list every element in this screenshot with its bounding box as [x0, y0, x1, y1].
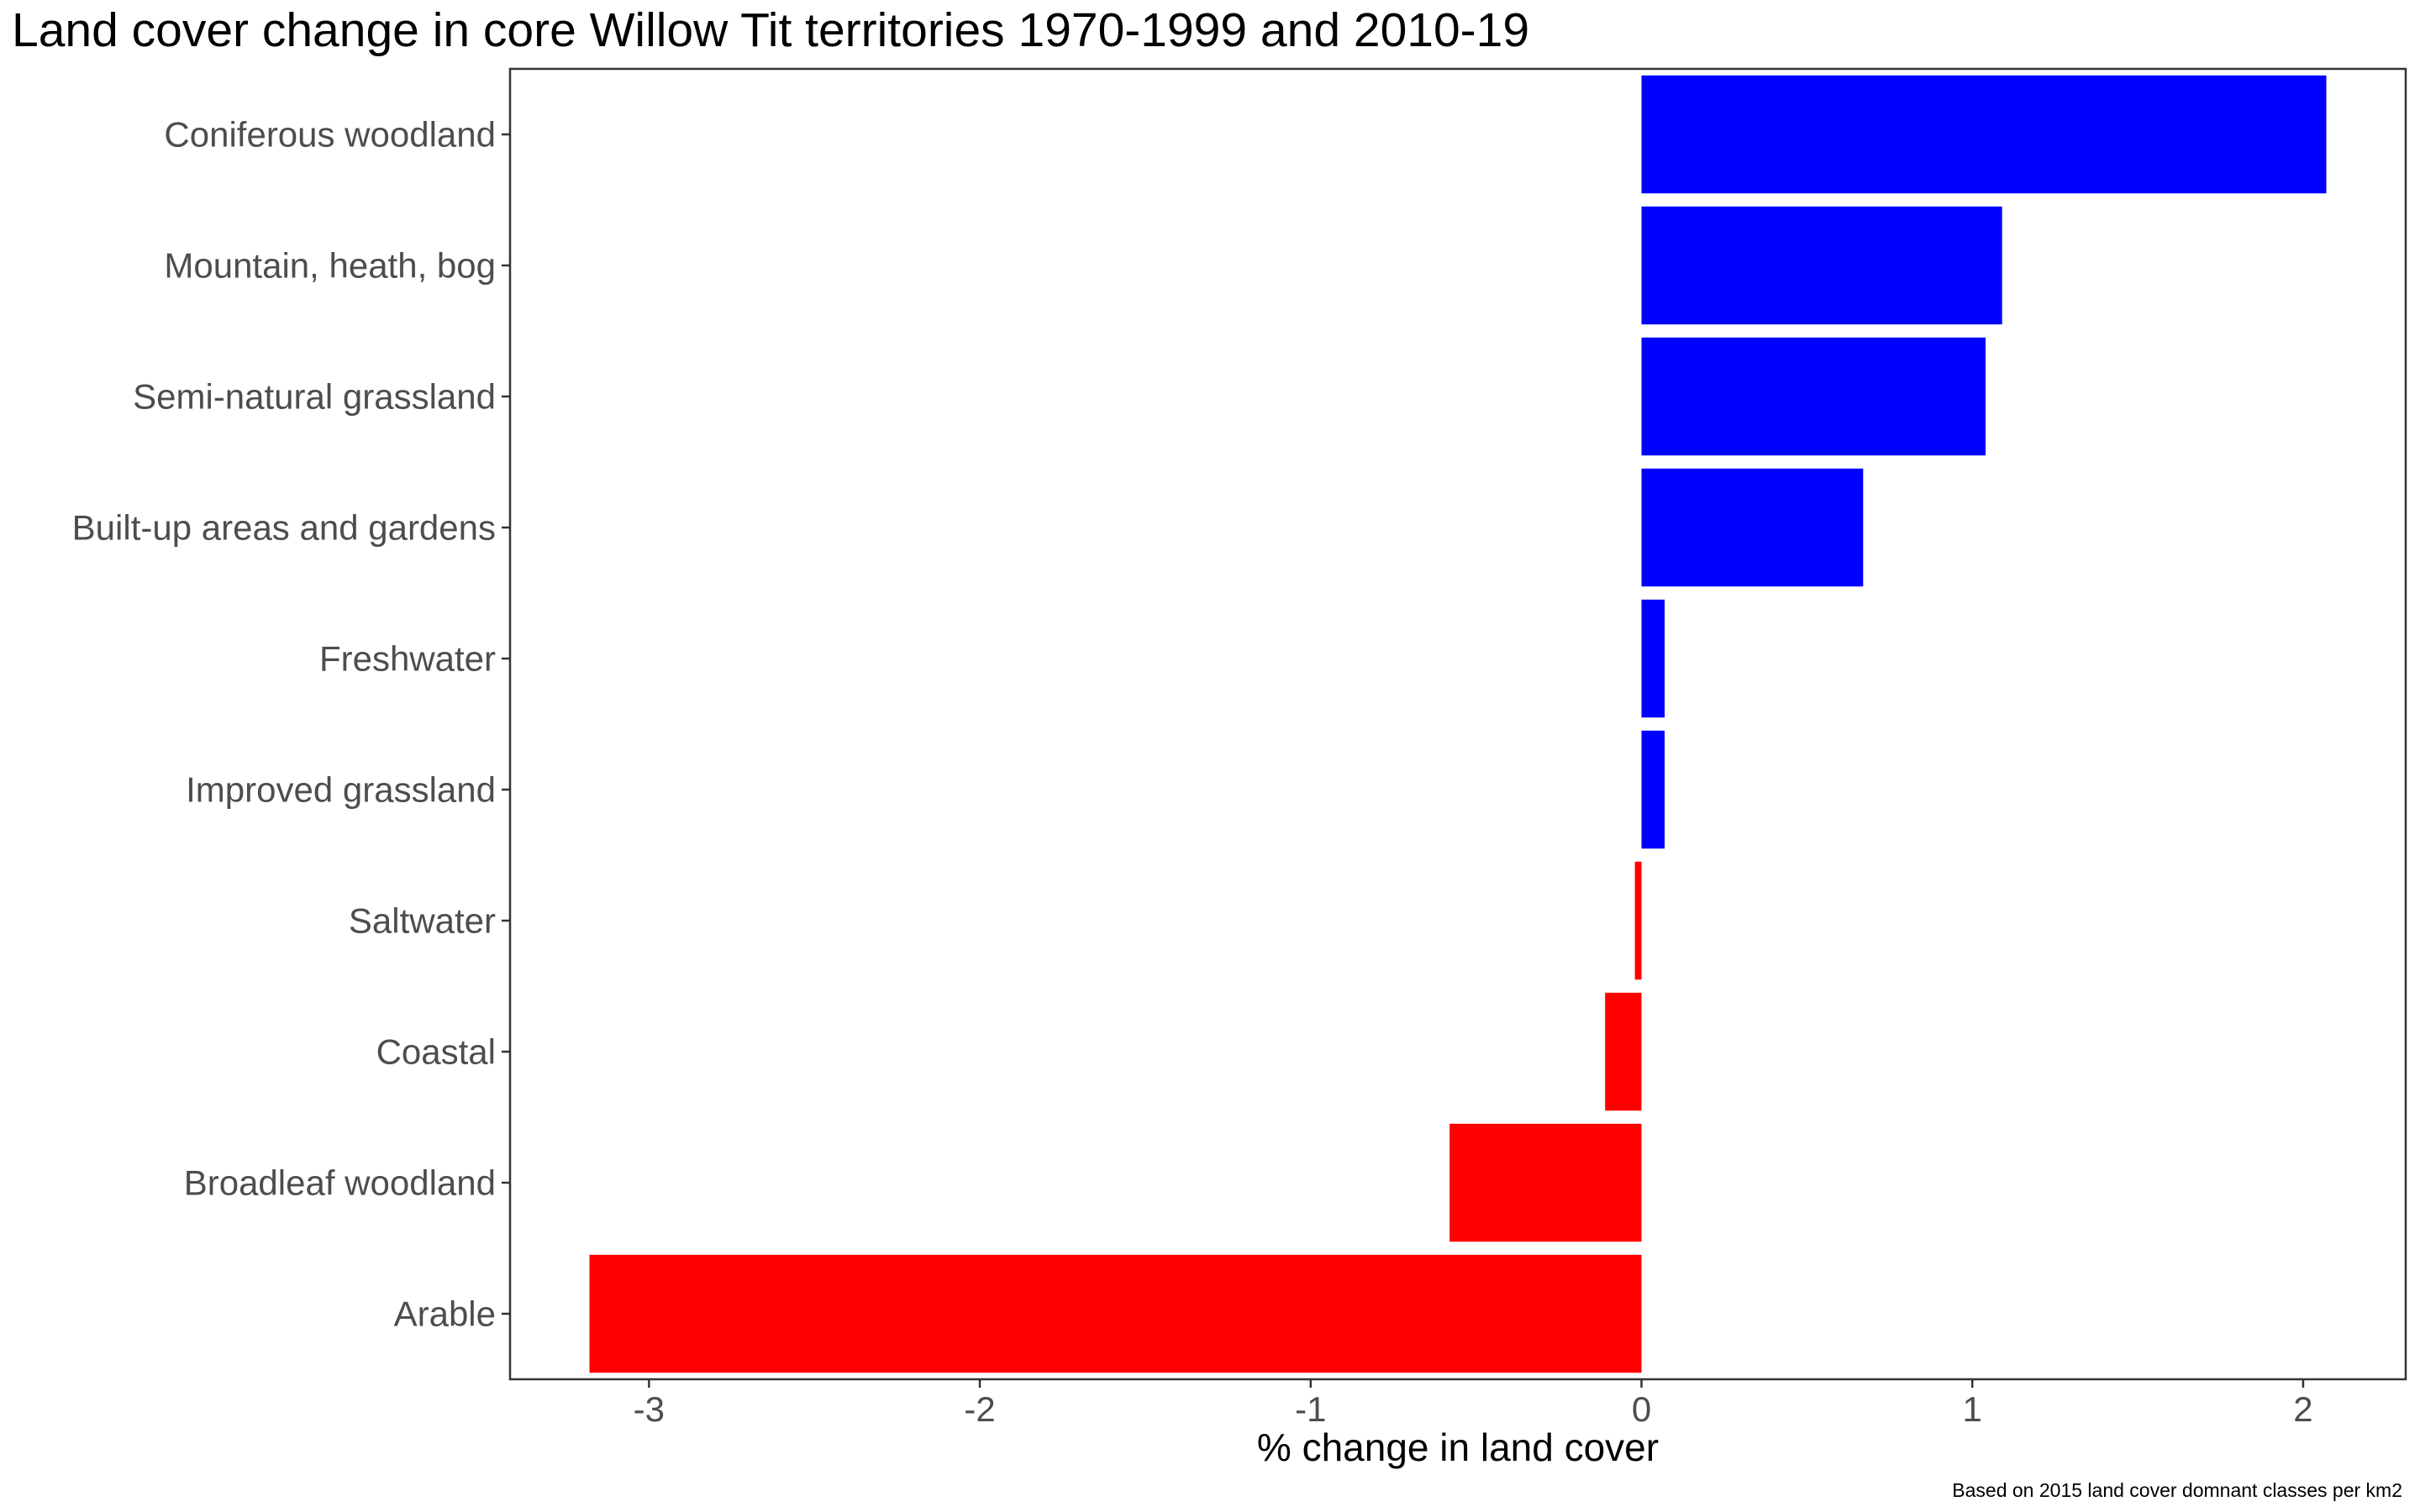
y-axis: Coniferous woodland Mountain, heath, bog S…: [72, 115, 510, 1334]
x-tick-label-5: 2: [2293, 1389, 2312, 1429]
x-axis: -3 -2 -1 0 1 2: [634, 1379, 2313, 1429]
category-label-mountain-heath-bog: Mountain, heath, bog: [164, 246, 496, 286]
category-label-coastal: Coastal: [376, 1032, 496, 1072]
category-label-coniferous-woodland: Coniferous woodland: [164, 115, 496, 155]
bars-layer: [589, 75, 2327, 1373]
category-label-saltwater: Saltwater: [349, 901, 496, 941]
bar-coastal: [1605, 992, 1642, 1111]
x-tick-label-3: 0: [1632, 1389, 1651, 1429]
chart-title: Land cover change in core Willow Tit ter…: [12, 3, 1529, 57]
category-label-freshwater: Freshwater: [319, 639, 496, 679]
category-label-improved-grassland: Improved grassland: [186, 770, 496, 810]
category-label-arable: Arable: [394, 1294, 496, 1334]
bar-improved-grassland: [1641, 730, 1665, 849]
bar-saltwater: [1634, 861, 1642, 980]
bar-built-up-areas-and-gardens: [1641, 468, 1864, 587]
category-label-broadleaf-woodland: Broadleaf woodland: [184, 1163, 496, 1203]
x-tick-label-4: 1: [1963, 1389, 1982, 1429]
x-axis-title: % change in land cover: [1257, 1425, 1659, 1469]
chart-caption: Based on 2015 land cover domnant classes…: [1952, 1479, 2402, 1501]
bar-coniferous-woodland: [1641, 75, 2327, 194]
x-tick-label-1: -2: [964, 1389, 995, 1429]
plot-frame: [508, 67, 2407, 1381]
category-label-semi-natural-grassland: Semi-natural grassland: [133, 377, 496, 417]
category-label-built-up-areas-and-gardens: Built-up areas and gardens: [72, 508, 496, 548]
bar-arable: [589, 1254, 1642, 1373]
x-tick-label-2: -1: [1295, 1389, 1326, 1429]
bar-broadleaf-woodland: [1449, 1123, 1642, 1242]
x-tick-label-0: -3: [634, 1389, 665, 1429]
bar-freshwater: [1641, 599, 1665, 718]
bar-mountain-heath-bog: [1641, 206, 2002, 325]
bar-semi-natural-grassland: [1641, 337, 1986, 456]
